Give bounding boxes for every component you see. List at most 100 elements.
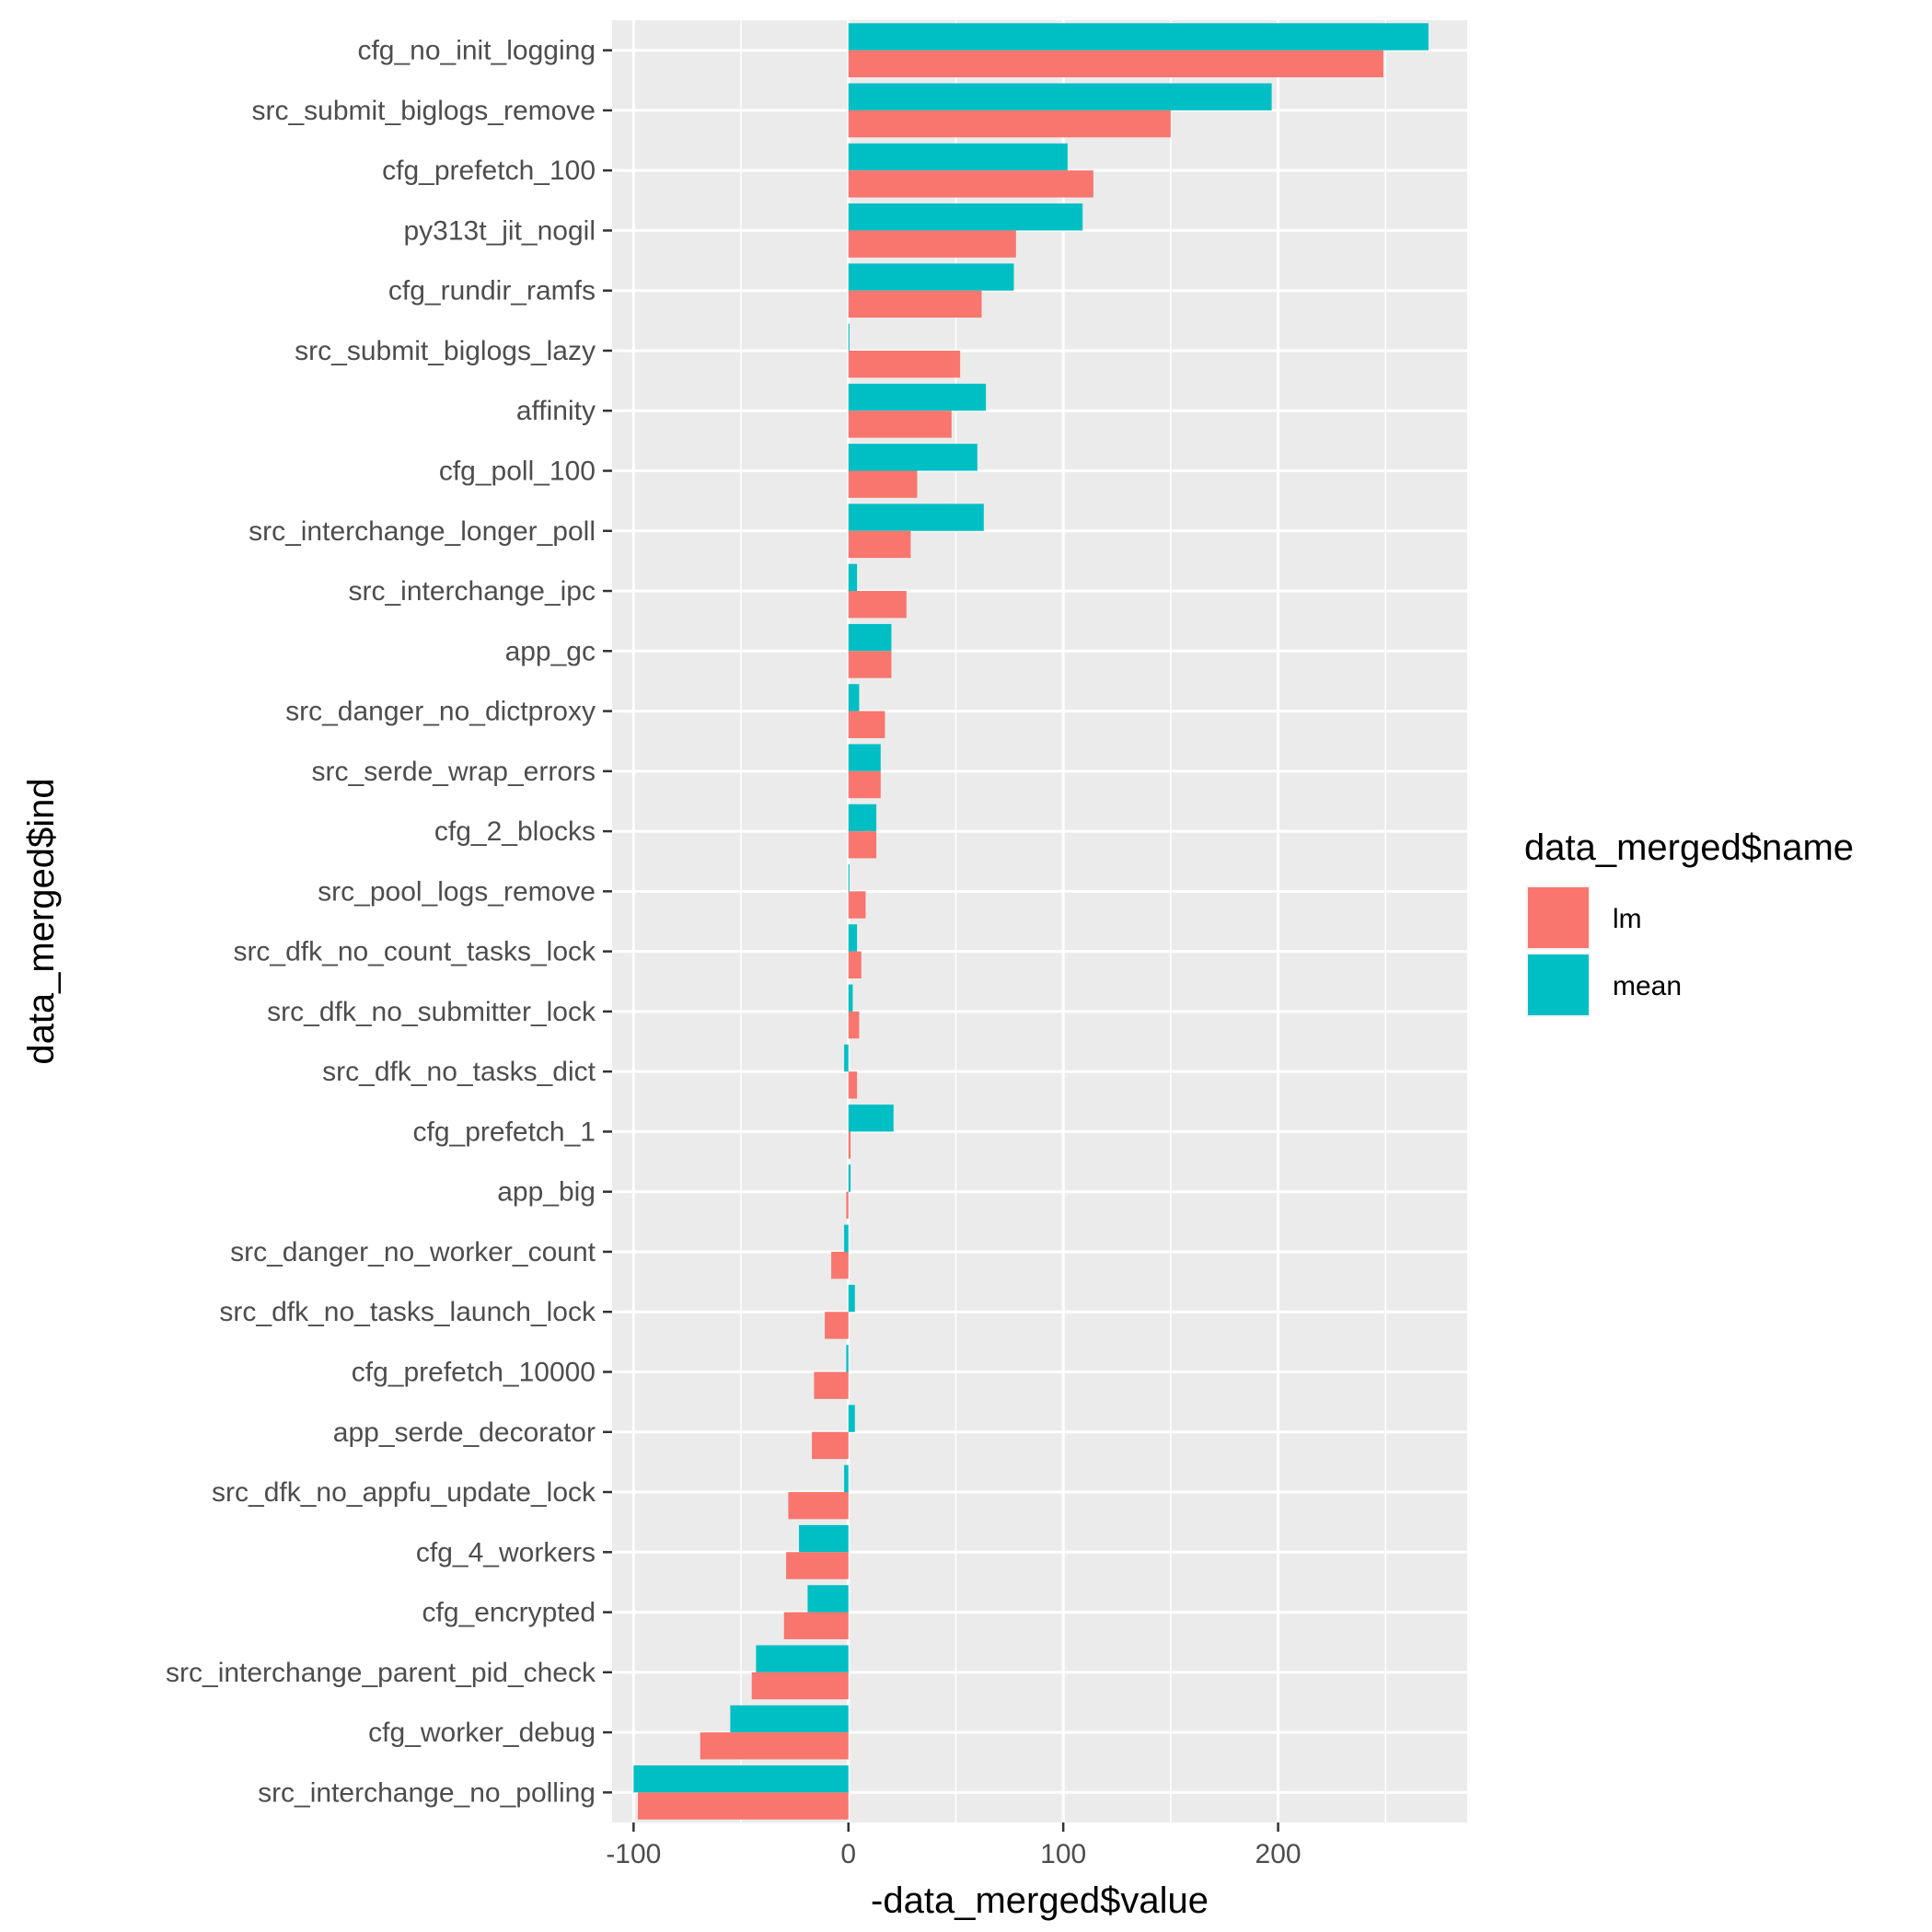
bar-lm xyxy=(812,1431,849,1460)
bar-mean xyxy=(844,1464,849,1493)
y-tick-label: src_pool_logs_remove xyxy=(318,876,596,907)
bar-lm xyxy=(700,1732,849,1760)
y-tick-label: app_gc xyxy=(505,636,596,666)
legend-items: lm mean xyxy=(1526,885,1682,1017)
bar-mean xyxy=(848,203,1083,231)
y-axis: cfg_no_init_logging src_submit_biglogs_re… xyxy=(166,36,612,1808)
bar-mean xyxy=(848,83,1272,110)
bar-lm xyxy=(788,1492,849,1520)
bar-mean xyxy=(844,1044,849,1072)
y-tick-label: src_interchange_longer_poll xyxy=(249,516,596,547)
legend-swatch-mean xyxy=(1528,954,1589,1015)
y-tick-label: src_danger_no_worker_count xyxy=(230,1237,596,1267)
bars xyxy=(633,23,1429,1820)
bar-mean xyxy=(848,1284,855,1313)
bar-lm xyxy=(848,651,892,678)
y-tick-label: src_dfk_no_appfu_update_lock xyxy=(212,1477,596,1508)
y-tick-label: src_submit_biglogs_remove xyxy=(251,96,596,126)
y-tick-label: src_dfk_no_count_tasks_lock xyxy=(233,937,596,967)
x-tick-label: -100 xyxy=(606,1839,661,1869)
bar-lm xyxy=(848,711,885,738)
y-tick-label: app_big xyxy=(497,1177,596,1208)
bar-mean xyxy=(848,563,858,592)
y-tick-label: src_dfk_no_tasks_dict xyxy=(322,1057,596,1087)
y-tick-label: app_serde_decorator xyxy=(333,1417,596,1448)
bar-mean xyxy=(848,744,881,771)
x-tick-label: 0 xyxy=(840,1839,856,1869)
bar-mean xyxy=(848,143,1068,171)
bar-mean xyxy=(848,924,858,952)
y-tick-label: cfg_encrypted xyxy=(422,1598,596,1628)
bar-lm xyxy=(751,1672,849,1700)
y-tick-label: cfg_no_init_logging xyxy=(357,36,596,66)
x-axis: -100 0 100 200 xyxy=(606,1822,1301,1869)
bar-lm xyxy=(848,350,961,378)
bar-lm xyxy=(848,290,982,318)
bar-lm xyxy=(848,50,1383,78)
bar-lm xyxy=(848,230,1016,258)
bar-lm xyxy=(848,170,1093,198)
y-tick-label: src_submit_biglogs_lazy xyxy=(295,336,596,366)
legend-title: data_merged$name xyxy=(1524,827,1854,868)
bar-mean xyxy=(807,1585,849,1613)
y-tick-label: py313t_jit_nogil xyxy=(404,215,596,246)
x-tick-label: 200 xyxy=(1255,1839,1301,1869)
bar-mean xyxy=(799,1524,849,1553)
bar-mean xyxy=(848,383,987,411)
bar-lm xyxy=(848,951,862,979)
y-tick-label: src_dfk_no_tasks_launch_lock xyxy=(219,1297,596,1327)
bar-lm xyxy=(848,591,907,619)
y-tick-label: src_serde_wrap_errors xyxy=(312,757,596,787)
bar-lm xyxy=(848,411,952,438)
y-tick-label: cfg_rundir_ramfs xyxy=(388,276,596,307)
bar-mean xyxy=(756,1645,849,1672)
x-tick-label: 100 xyxy=(1040,1839,1086,1869)
legend-swatch-lm xyxy=(1528,887,1589,948)
bar-mean xyxy=(848,684,860,711)
bar-lm xyxy=(786,1552,849,1579)
bar-lm xyxy=(638,1792,849,1820)
bar-mean xyxy=(633,1764,849,1793)
bar-lm xyxy=(848,770,881,799)
legend-label-lm: lm xyxy=(1613,904,1642,934)
panel-background xyxy=(612,20,1467,1822)
bar-mean xyxy=(846,1345,849,1372)
y-tick-label: cfg_poll_100 xyxy=(439,457,596,487)
y-tick-label: affinity xyxy=(516,396,596,426)
bar-mean xyxy=(848,263,1014,291)
bar-mean xyxy=(848,1164,851,1192)
bar-lm xyxy=(825,1312,849,1339)
y-tick-label: src_danger_no_dictproxy xyxy=(285,697,596,727)
bar-lm xyxy=(831,1251,849,1279)
y-tick-label: cfg_2_blocks xyxy=(434,816,596,847)
y-tick-label: src_interchange_no_polling xyxy=(258,1777,596,1808)
y-axis-title: data_merged$ind xyxy=(21,778,62,1064)
bar-lm xyxy=(848,1011,860,1039)
bar-lm xyxy=(848,470,918,498)
bar-mean xyxy=(848,863,850,892)
bar-mean xyxy=(848,323,850,351)
bar-mean xyxy=(848,623,892,652)
bar-mean xyxy=(848,804,877,832)
plot-panel xyxy=(612,20,1467,1822)
y-tick-label: cfg_4_workers xyxy=(416,1537,596,1568)
bar-lm xyxy=(846,1191,849,1220)
bar-mean xyxy=(848,444,978,471)
bar-mean xyxy=(848,503,984,531)
x-axis-title: -data_merged$value xyxy=(871,1880,1209,1921)
bar-mean xyxy=(848,1105,894,1132)
bar-mean xyxy=(848,1405,855,1432)
bar-lm xyxy=(848,831,877,859)
y-tick-label: src_interchange_parent_pid_check xyxy=(166,1658,596,1688)
y-tick-label: src_dfk_no_submitter_lock xyxy=(267,997,596,1027)
bar-lm xyxy=(783,1612,849,1639)
bar-mean xyxy=(730,1705,849,1733)
bar-lm xyxy=(848,1131,851,1159)
bar-mean xyxy=(848,23,1429,51)
bar-lm xyxy=(848,891,866,919)
y-tick-label: cfg_prefetch_10000 xyxy=(352,1358,596,1388)
bar-mean xyxy=(848,984,853,1012)
bar-mean xyxy=(844,1224,849,1252)
legend: data_merged$name lm mean xyxy=(1524,827,1854,1017)
